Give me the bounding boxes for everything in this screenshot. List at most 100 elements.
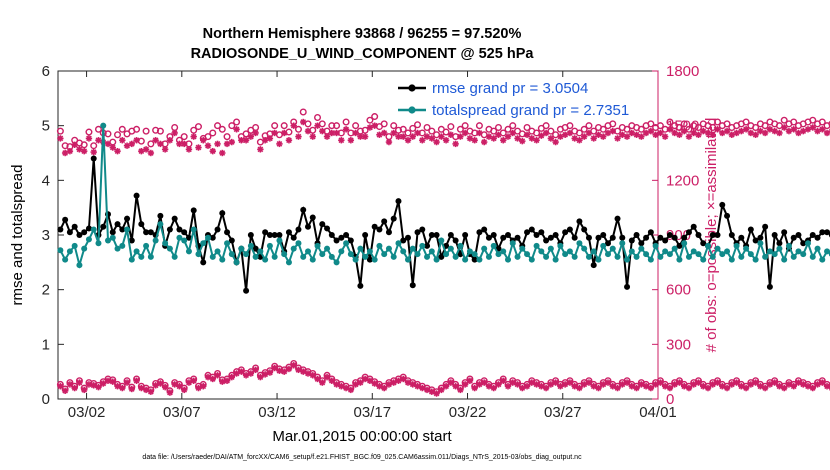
possible-point: [147, 140, 155, 148]
assimilated-point: [214, 140, 221, 148]
assimilated_low-point: [447, 379, 455, 386]
rmse-point: [357, 282, 364, 289]
rmse-point: [157, 212, 164, 219]
possible-point: [333, 122, 341, 130]
rmse-point: [190, 207, 197, 214]
totalspread-point: [385, 245, 392, 252]
rmse-point: [224, 229, 231, 236]
possible-point: [666, 118, 674, 126]
totalspread-point: [328, 253, 335, 260]
totalspread-point: [195, 251, 202, 258]
rmse-point: [771, 232, 778, 238]
possible-point: [694, 123, 702, 131]
rmse-point: [128, 237, 135, 244]
rmse-point: [776, 240, 783, 247]
rmse-point: [514, 234, 521, 241]
possible-point: [133, 125, 141, 133]
chart-subtitle: RADIOSONDE_U_WIND_COMPONENT @ 525 hPa: [191, 46, 535, 62]
assimilated-point: [180, 140, 188, 148]
assimilated_low-point: [266, 369, 274, 376]
possible-point: [85, 128, 93, 136]
totalspread-point: [719, 251, 726, 258]
rmse-point: [695, 232, 702, 238]
assimilated_low-point: [733, 379, 740, 386]
totalspread-point: [395, 240, 402, 247]
assimilated_low-point: [247, 370, 255, 377]
assimilated_low-point: [466, 377, 474, 384]
assimilated_low-point: [457, 386, 464, 394]
rmse-point: [362, 232, 369, 238]
totalspread-point: [276, 237, 283, 244]
assimilated-point: [547, 135, 555, 142]
totalspread-point: [381, 251, 388, 258]
assimilated-point: [409, 133, 416, 140]
totalspread-point: [643, 251, 650, 258]
totalspread-point: [638, 245, 645, 252]
totalspread-point: [238, 245, 245, 252]
totalspread-point: [557, 242, 564, 249]
assimilated-point: [385, 138, 393, 146]
assimilated_low-point: [333, 381, 340, 388]
totalspread-point: [90, 226, 97, 233]
assimilated-point: [128, 140, 136, 148]
assimilated-point: [304, 127, 312, 135]
totalspread-point: [95, 240, 102, 247]
assimilated_low-point: [238, 368, 245, 375]
rmse-point: [424, 242, 431, 249]
possible-point: [366, 116, 374, 124]
assimilated_low-point: [619, 381, 626, 388]
assimilated-point: [352, 129, 359, 137]
assimilated_low-point: [319, 379, 326, 386]
totalspread-point: [700, 256, 707, 263]
rmse-point: [409, 282, 416, 289]
totalspread-point: [271, 253, 278, 260]
totalspread-point: [485, 253, 492, 260]
x-tick-label: 03/02: [68, 404, 106, 421]
totalspread-point: [605, 251, 611, 258]
assimilated_low-point: [728, 381, 736, 388]
rmse-point: [333, 237, 340, 244]
assimilated-point: [204, 142, 212, 149]
possible-point: [80, 141, 88, 149]
assimilated_low-point: [114, 383, 121, 390]
totalspread-point: [452, 253, 459, 260]
assimilated_low-point: [500, 377, 507, 384]
assimilated_low-point: [647, 384, 655, 392]
assimilated_low-point: [119, 384, 126, 392]
assimilated_low-point: [157, 380, 164, 387]
assimilated-point: [76, 146, 83, 153]
assimilated_low-point: [785, 381, 793, 388]
totalspread-point: [547, 245, 554, 252]
assimilated_low-point: [109, 378, 116, 385]
assimilated_low-point: [433, 390, 440, 397]
totalspread-point: [119, 242, 126, 249]
assimilated_low-point: [128, 385, 136, 393]
totalspread-point: [690, 248, 697, 255]
rmse-point: [300, 206, 307, 213]
assimilated-point: [538, 132, 545, 139]
assimilated_low-point: [90, 382, 97, 389]
assimilated_low-point: [623, 379, 631, 386]
totalspread-point: [685, 253, 692, 260]
assimilated-point: [252, 129, 259, 137]
assimilated-point: [161, 146, 169, 153]
rmse-point: [671, 234, 678, 241]
rmse-point: [390, 215, 397, 222]
rmse-point: [685, 229, 692, 236]
rmse-point: [490, 232, 497, 238]
rmse-point: [633, 232, 640, 238]
rmse-point: [485, 234, 492, 241]
totalspread-point: [205, 234, 211, 241]
rmse-point: [338, 234, 345, 241]
assimilated_low-point: [328, 377, 336, 384]
rmse-point: [90, 155, 97, 162]
rmse-point: [76, 232, 83, 238]
totalspread-point: [614, 253, 621, 260]
y-tick-label: 2: [42, 282, 50, 299]
assimilated-point: [609, 127, 616, 135]
totalspread-point: [766, 248, 773, 255]
rmse-point: [505, 232, 511, 238]
possible-point: [490, 127, 498, 135]
assimilated_low-point: [742, 384, 750, 392]
rmse-point: [700, 240, 707, 247]
